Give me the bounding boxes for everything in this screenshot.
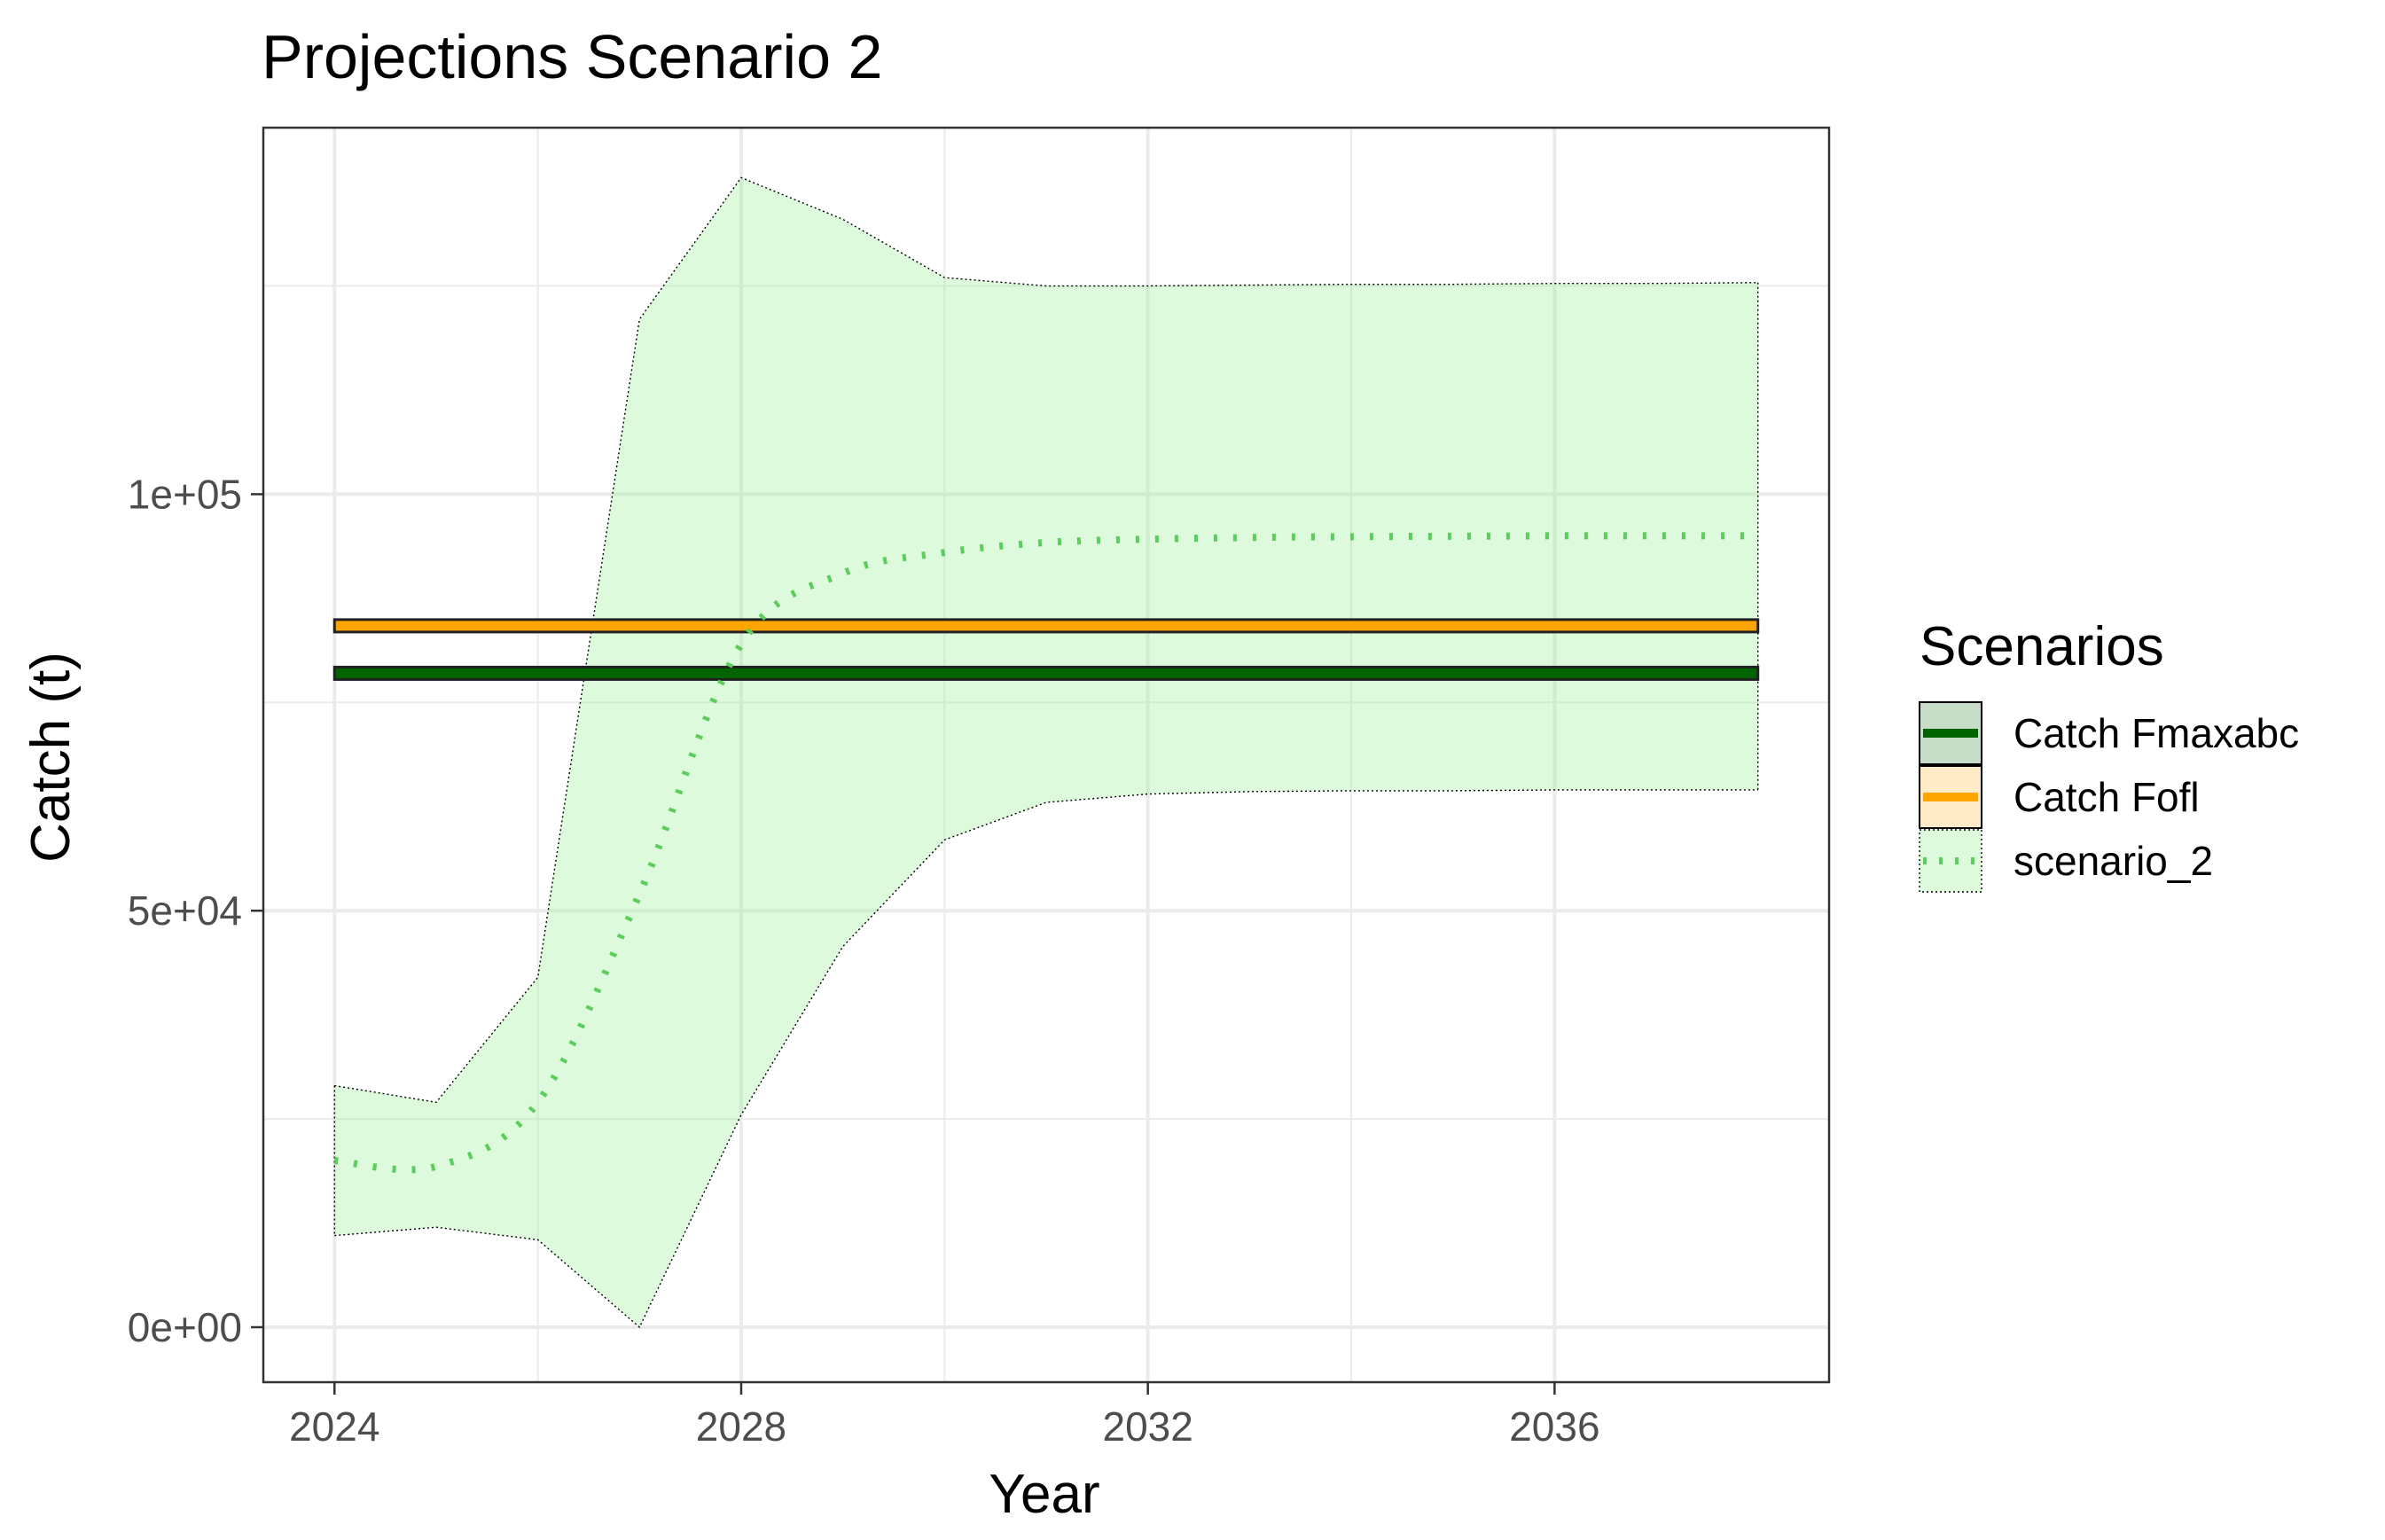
legend-item: scenario_2 — [1919, 829, 2213, 893]
chart-title: Projections Scenario 2 — [262, 22, 882, 91]
plot-panel — [262, 126, 1831, 1384]
y-tick-label: 5e+04 — [128, 887, 242, 934]
panel-border — [262, 126, 1831, 1384]
line-layer — [333, 532, 1758, 1174]
ribbon-upper-edge — [334, 176, 1758, 1104]
x-tick-label: 2028 — [696, 1403, 786, 1450]
legend: Scenarios Catch Fmaxabc Catch Fofl scenari… — [1919, 616, 2299, 893]
x-tick-label: 2032 — [1103, 1403, 1193, 1450]
y-axis: 0e+00 5e+04 1e+05 — [128, 471, 263, 1350]
legend-item: Catch Fmaxabc — [1919, 701, 2299, 765]
y-tick-label: 1e+05 — [128, 471, 242, 517]
legend-title: Scenarios — [1920, 616, 2164, 677]
hline-catch-fmaxabc — [332, 665, 1760, 681]
ribbon-layer — [333, 176, 1759, 1329]
legend-label: scenario_2 — [2014, 838, 2213, 884]
legend-label: Catch Fmaxabc — [2014, 710, 2299, 756]
panel-background — [263, 128, 1829, 1382]
ribbon-lower-edge — [334, 789, 1758, 1329]
x-tick-label: 2024 — [289, 1403, 379, 1450]
hline-catch-fofl — [332, 618, 1760, 634]
x-tick-label: 2036 — [1509, 1403, 1599, 1450]
scenario-2-line — [333, 532, 1758, 1174]
y-tick-label: 0e+00 — [128, 1304, 242, 1350]
y-axis-title: Catch (t) — [20, 652, 82, 863]
legend-item: Catch Fofl — [1919, 765, 2200, 829]
x-axis: 2024 2028 2032 2036 — [289, 1382, 1600, 1450]
ribbon-band — [334, 177, 1758, 1327]
hline-layer — [332, 618, 1760, 681]
major-gridlines — [263, 128, 1829, 1382]
legend-items: Catch Fmaxabc Catch Fofl scenario_2 — [1919, 701, 2299, 893]
legend-label: Catch Fofl — [2014, 774, 2200, 820]
x-axis-title: Year — [989, 1464, 1099, 1525]
